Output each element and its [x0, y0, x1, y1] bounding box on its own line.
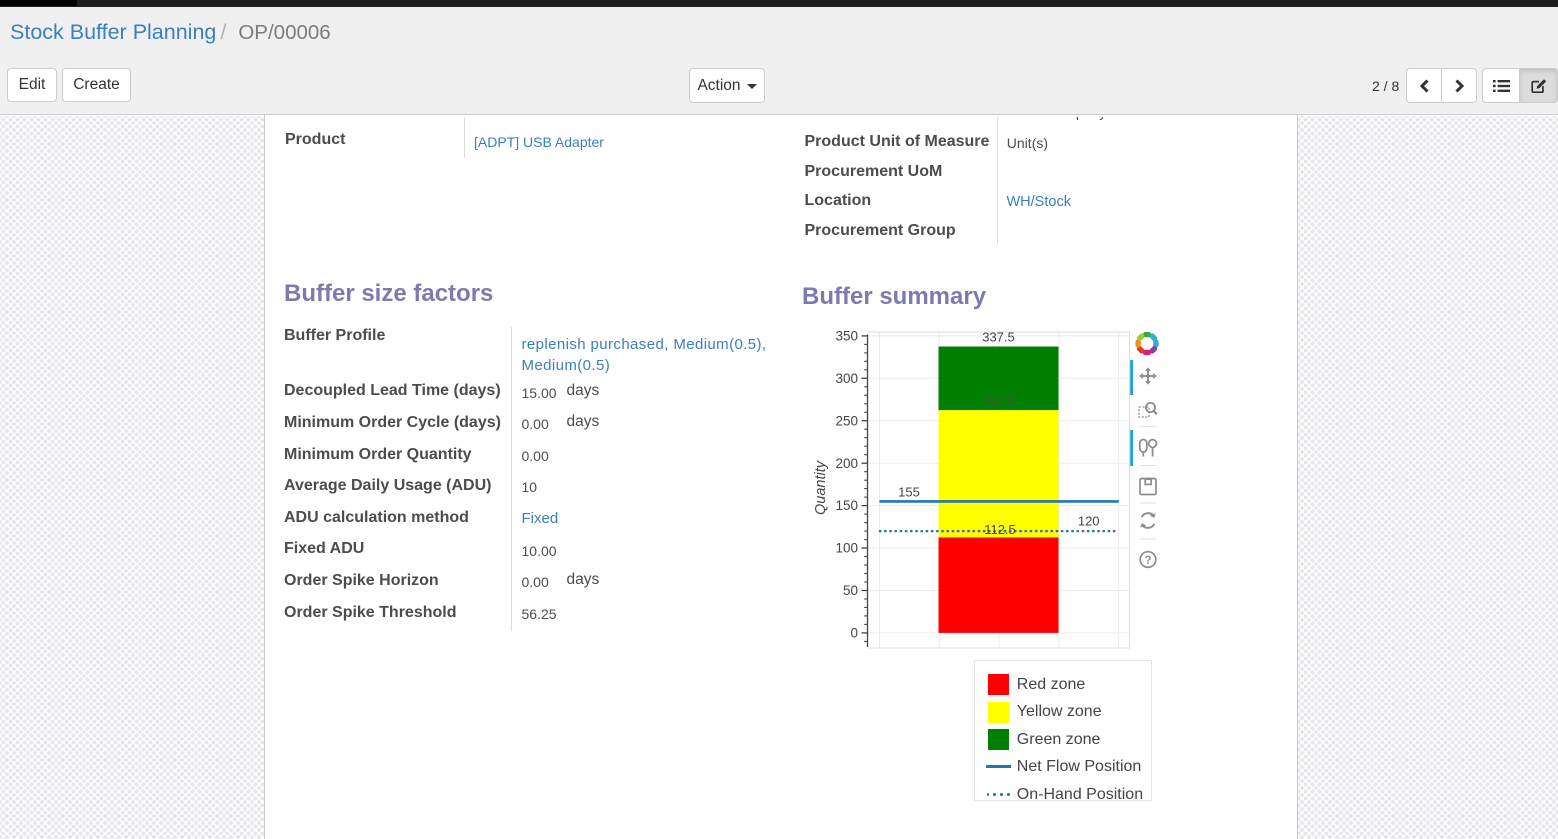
- svg-text:155: 155: [898, 485, 920, 500]
- svg-text:337.5: 337.5: [982, 330, 1015, 345]
- svg-text:100: 100: [835, 541, 858, 556]
- svg-text:200: 200: [835, 456, 858, 471]
- svg-text:350: 350: [835, 329, 858, 344]
- svg-text:262.5: 262.5: [982, 394, 1015, 409]
- svg-text:150: 150: [835, 498, 858, 513]
- svg-text:?: ?: [1144, 555, 1151, 567]
- svg-text:112.5: 112.5: [984, 522, 1016, 537]
- svg-text:50: 50: [843, 583, 858, 598]
- svg-text:Quantity: Quantity: [813, 460, 829, 515]
- svg-text:0: 0: [850, 626, 858, 641]
- svg-text:120: 120: [1078, 513, 1100, 528]
- svg-text:300: 300: [835, 371, 858, 386]
- svg-text:250: 250: [835, 413, 858, 428]
